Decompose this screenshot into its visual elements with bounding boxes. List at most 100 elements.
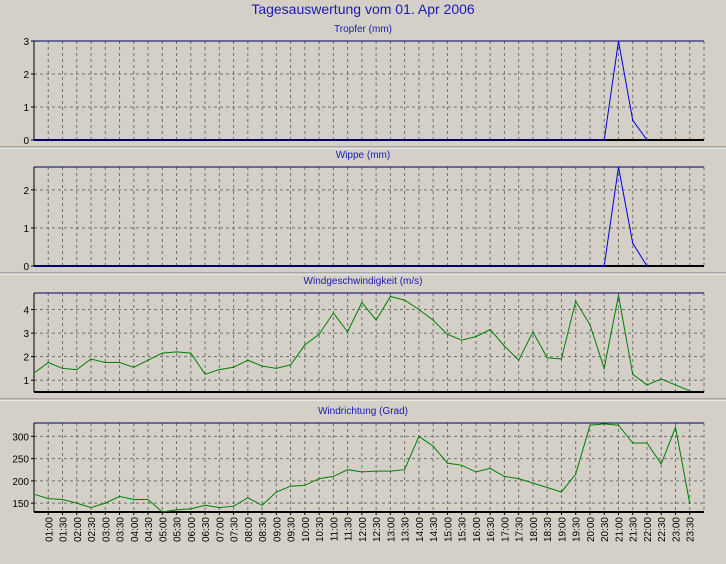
x-tick-label: 05:30 (173, 517, 184, 542)
data-point (361, 139, 363, 141)
data-point (147, 359, 149, 361)
data-point (304, 265, 306, 267)
x-tick-label: 12:00 (358, 517, 369, 542)
data-point (632, 442, 634, 444)
data-point (404, 469, 406, 471)
y-tick-label: 1 (23, 224, 29, 235)
data-point (503, 139, 505, 141)
data-point (660, 378, 662, 380)
y-tick-label: 200 (12, 477, 29, 488)
data-point (347, 139, 349, 141)
x-tick-label: 22:00 (643, 517, 654, 542)
data-point (90, 507, 92, 509)
data-point (304, 484, 306, 486)
x-tick-label: 10:00 (301, 517, 312, 542)
y-tick-label: 2 (23, 70, 29, 81)
y-tick-label: 250 (12, 455, 29, 466)
data-point (261, 139, 263, 141)
x-tick-label: 06:00 (187, 517, 198, 542)
data-point (133, 139, 135, 141)
y-tick-label: 0 (23, 136, 29, 147)
x-tick-label: 09:30 (287, 517, 298, 542)
x-tick-label: 11:00 (329, 517, 340, 542)
y-tick-label: 2 (23, 186, 29, 197)
data-point (546, 357, 548, 359)
y-tick-label: 2 (23, 353, 29, 364)
data-point (190, 352, 192, 354)
data-point (518, 265, 520, 267)
data-point (404, 139, 406, 141)
data-point (446, 265, 448, 267)
data-point (503, 265, 505, 267)
data-point (432, 265, 434, 267)
data-point (90, 139, 92, 141)
data-point (589, 324, 591, 326)
data-point (560, 139, 563, 141)
data-point (361, 301, 363, 303)
data-point (518, 359, 520, 361)
data-point (332, 312, 334, 314)
data-point (489, 328, 491, 331)
data-point (233, 366, 235, 368)
data-point (147, 498, 149, 501)
data-point (161, 352, 163, 354)
data-point (176, 265, 178, 267)
data-point (204, 265, 206, 267)
data-point (532, 482, 534, 484)
data-point (318, 265, 320, 267)
data-point (118, 495, 121, 497)
data-point (275, 367, 277, 369)
data-point (275, 139, 277, 141)
x-tick-label: 16:30 (486, 517, 497, 542)
data-point (617, 424, 620, 426)
data-point (304, 344, 306, 346)
data-point (204, 504, 206, 506)
y-tick-label: 4 (23, 306, 29, 317)
y-tick-label: 3 (23, 329, 29, 340)
data-point (475, 471, 477, 473)
data-point (133, 366, 135, 368)
data-point (218, 369, 220, 371)
series-line (34, 166, 648, 267)
x-tick-label: 14:30 (429, 517, 440, 542)
y-tick-label: 1 (23, 376, 29, 387)
x-tick-label: 06:30 (201, 517, 212, 542)
data-point (418, 308, 420, 311)
data-point (90, 265, 92, 267)
x-tick-label: 23:00 (672, 517, 683, 542)
data-point (332, 139, 334, 141)
data-point (560, 265, 563, 267)
data-point (674, 384, 677, 386)
data-point (489, 265, 491, 267)
data-point (76, 139, 78, 141)
data-point (133, 498, 135, 501)
data-point (104, 361, 106, 364)
data-point (261, 504, 263, 506)
data-point (674, 426, 677, 428)
data-point (375, 319, 377, 321)
data-point (375, 265, 377, 267)
data-point (446, 333, 448, 335)
x-tick-label: 09:00 (272, 517, 283, 542)
data-point (518, 139, 520, 141)
data-point (632, 242, 634, 244)
series-line (34, 40, 648, 141)
x-tick-label: 18:30 (543, 517, 554, 542)
data-point (503, 475, 505, 477)
data-point (218, 265, 220, 267)
data-point (603, 265, 605, 267)
y-tick-label: 0 (23, 262, 29, 273)
data-point (76, 502, 78, 504)
x-tick-label: 21:30 (629, 517, 640, 542)
x-tick-label: 03:00 (101, 517, 112, 542)
chart-panel: Windgeschwindigkeit (m/s) 1 2 3 4 (23, 276, 705, 393)
data-point (361, 471, 363, 473)
data-point (603, 139, 605, 141)
data-point (646, 265, 648, 267)
x-tick-label: 14:00 (415, 517, 426, 542)
x-tick-label: 15:30 (458, 517, 469, 542)
data-point (689, 390, 691, 392)
data-point (204, 373, 206, 375)
data-point (589, 139, 591, 141)
data-point (575, 473, 577, 475)
